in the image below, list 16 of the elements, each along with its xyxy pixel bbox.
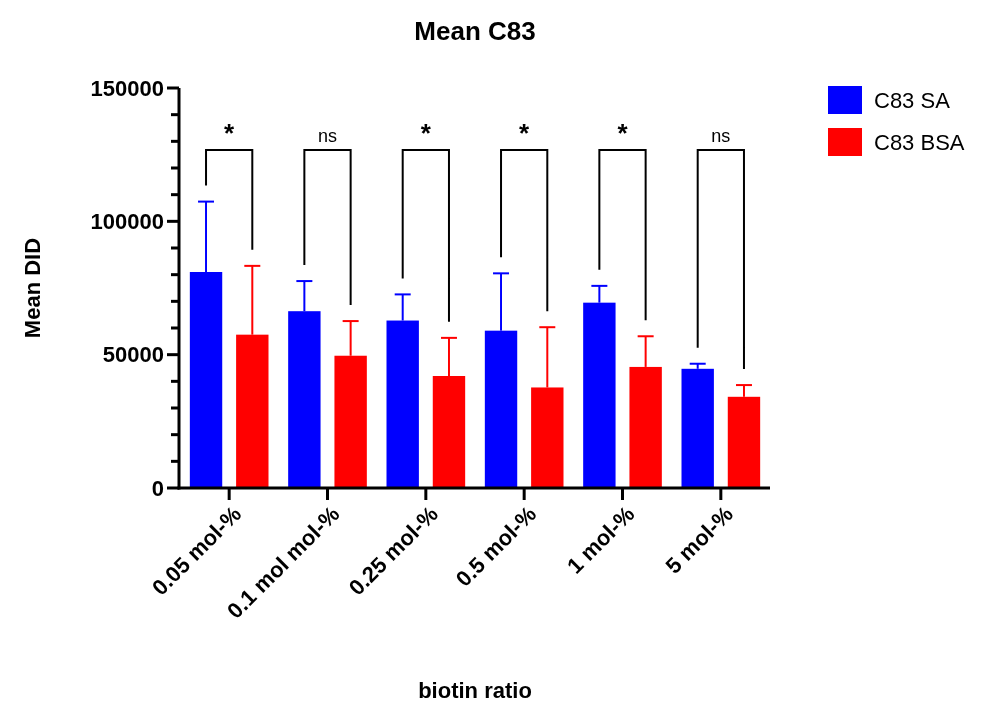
annotation: * bbox=[519, 118, 531, 148]
y-tick-label: 150000 bbox=[90, 75, 164, 101]
y-tick-label: 100000 bbox=[90, 209, 164, 235]
annotation: ns bbox=[711, 126, 731, 146]
annotation: ns bbox=[317, 126, 338, 146]
bar bbox=[681, 368, 714, 488]
annotation: * bbox=[224, 118, 236, 148]
y-tick-label: 0 bbox=[151, 475, 164, 501]
legend-label: C83 SA bbox=[874, 87, 951, 113]
chart-title: Mean C83 bbox=[414, 16, 536, 46]
annotation: * bbox=[420, 118, 432, 148]
legend-label: C83 BSA bbox=[874, 129, 965, 155]
annotation: * bbox=[617, 118, 629, 148]
x-axis-title: biotin ratio bbox=[418, 678, 532, 703]
y-axis-title: Mean DID bbox=[20, 237, 45, 339]
y-tick-label: 50000 bbox=[102, 342, 164, 368]
